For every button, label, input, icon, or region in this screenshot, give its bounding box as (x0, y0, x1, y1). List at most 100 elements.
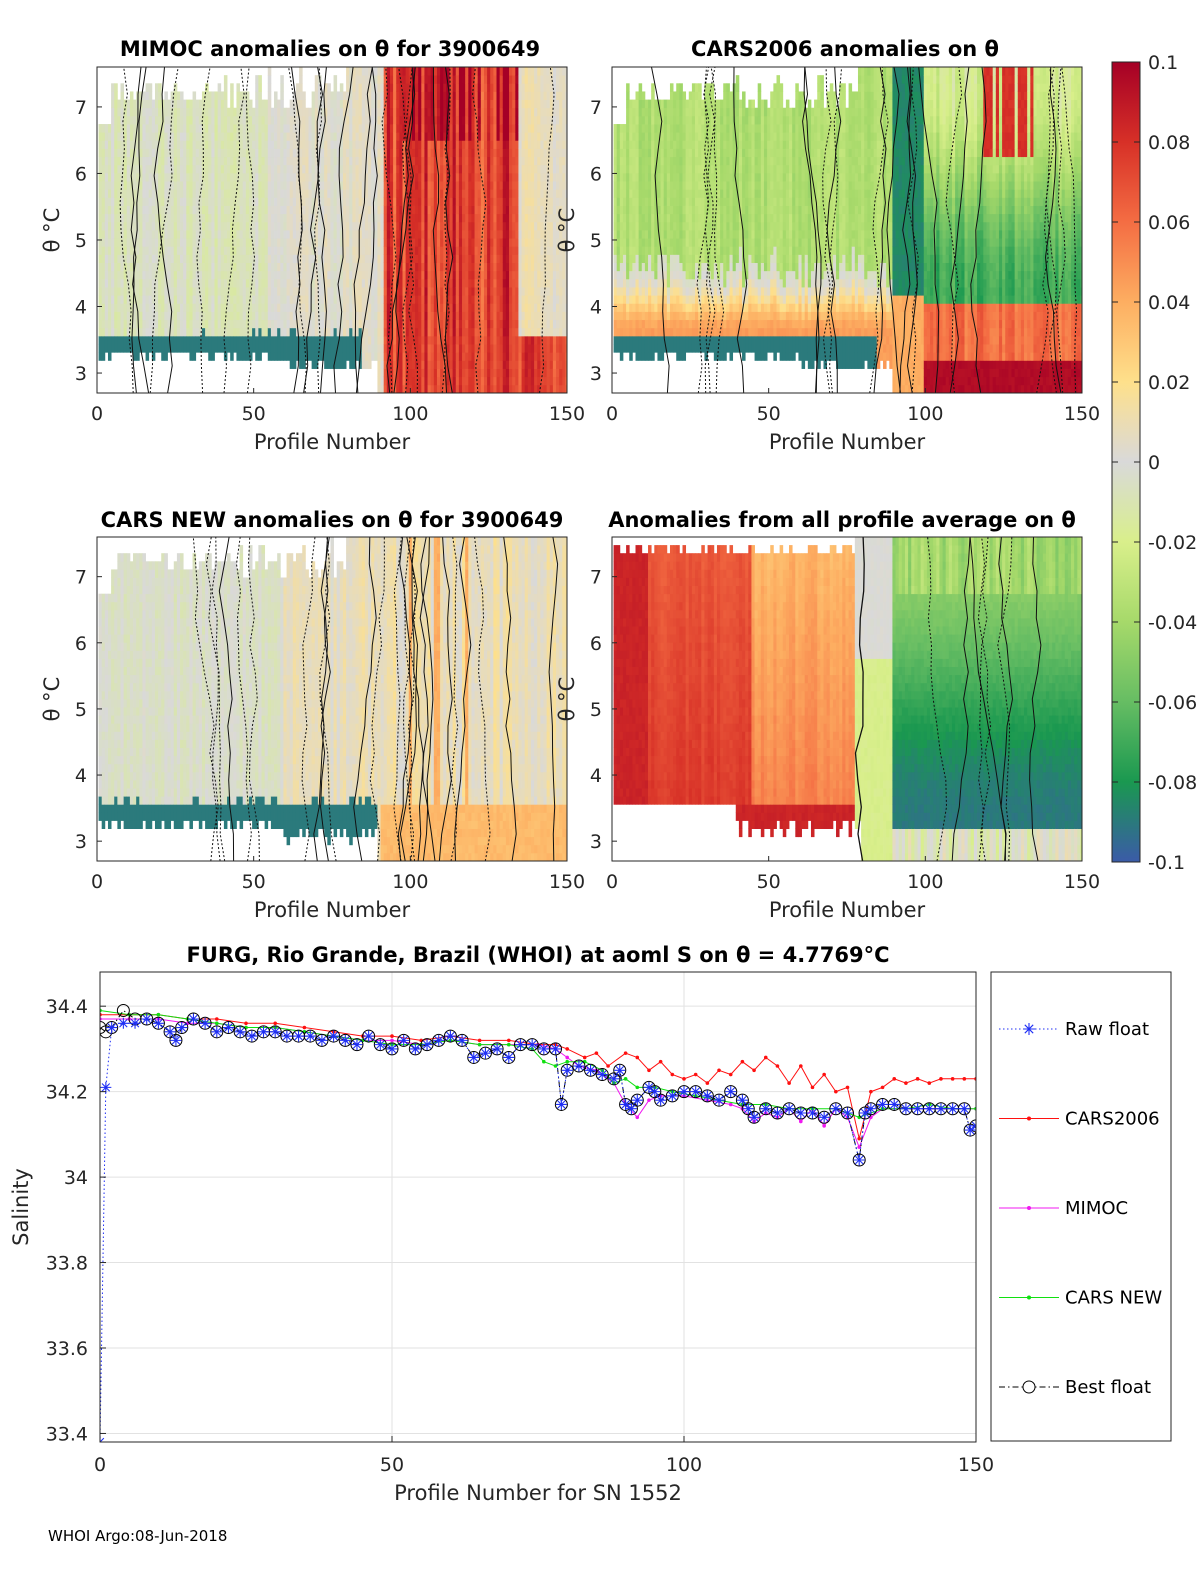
heatmap-cell (321, 319, 325, 329)
heatmap-cell (393, 238, 397, 247)
heatmap-cell (195, 335, 200, 345)
heatmap-cell (534, 384, 538, 393)
heatmap-cell (424, 327, 428, 337)
heatmap-cell (509, 67, 513, 76)
heatmap-cell (380, 238, 385, 247)
heatmap-cell (352, 246, 356, 255)
heatmap-cell (314, 319, 319, 329)
heatmap-cell (180, 115, 184, 125)
heatmap-cell (295, 156, 300, 166)
heatmap-cell (515, 75, 519, 84)
heatmap-cell (377, 67, 381, 76)
heatmap-cell (236, 311, 240, 321)
heatmap-cell (258, 270, 262, 280)
heatmap-cell (230, 344, 234, 353)
heatmap-cell (377, 91, 381, 100)
heatmap-cell (518, 172, 522, 182)
heatmap-cell (415, 376, 419, 386)
heatmap-cell (474, 91, 479, 100)
heatmap-cell (505, 221, 510, 231)
heatmap-cell (349, 132, 353, 141)
heatmap-cell (139, 221, 143, 231)
heatmap-cell (161, 230, 165, 239)
heatmap-cell (358, 319, 363, 329)
heatmap-cell (189, 124, 193, 133)
heatmap-cell (458, 254, 463, 263)
heatmap-cell (264, 287, 269, 296)
heatmap-cell (151, 197, 156, 206)
heatmap-cell (374, 148, 378, 158)
heatmap-cell (123, 124, 128, 133)
heatmap-cell (480, 91, 485, 100)
heatmap-cell (321, 303, 325, 312)
heatmap-cell (267, 230, 272, 239)
heatmap-cell (104, 262, 109, 272)
heatmap-cell (201, 270, 206, 280)
heatmap-cell (386, 221, 391, 231)
heatmap-cell (314, 246, 319, 255)
heatmap-cell (321, 352, 325, 361)
heatmap-cell (527, 156, 532, 166)
heatmap-cell (424, 205, 428, 215)
heatmap-cell (490, 384, 494, 393)
heatmap-cell (509, 107, 513, 117)
heatmap-cell (98, 205, 103, 215)
heatmap-cell (220, 238, 225, 247)
heatmap-cell (509, 287, 513, 296)
heatmap-cell (537, 327, 541, 337)
heatmap-cell (411, 148, 416, 158)
heatmap-cell (515, 262, 519, 272)
heatmap-cell (430, 376, 435, 386)
heatmap-cell (133, 164, 137, 174)
heatmap-cell (399, 213, 403, 223)
heatmap-cell (180, 148, 184, 158)
heatmap-cell (496, 156, 501, 166)
heatmap-cell (527, 360, 532, 369)
heatmap-cell (405, 221, 410, 231)
heatmap-cell (145, 140, 150, 149)
heatmap-cell (311, 254, 316, 263)
heatmap-cell (183, 156, 187, 166)
heatmap-cell (383, 221, 388, 231)
heatmap-cell (292, 238, 297, 247)
heatmap-cell (477, 360, 482, 369)
heatmap-cell (427, 140, 432, 149)
heatmap-cell (205, 156, 209, 166)
heatmap-cell (295, 197, 300, 206)
heatmap-cell (349, 164, 353, 174)
heatmap-cell (496, 91, 501, 100)
heatmap-cell (233, 221, 237, 231)
heatmap-cell (161, 295, 165, 304)
heatmap-cell (405, 384, 410, 393)
heatmap-cell (446, 221, 450, 231)
heatmap-cell (496, 189, 501, 198)
heatmap-cell (530, 205, 535, 215)
heatmap-cell (324, 254, 328, 263)
heatmap-cell (490, 303, 494, 312)
heatmap-cell (361, 140, 366, 149)
heatmap-cell (261, 124, 266, 133)
heatmap-cell (449, 238, 454, 247)
heatmap-cell (286, 246, 291, 255)
heatmap-cell (299, 270, 303, 280)
heatmap-cell (468, 376, 472, 386)
heatmap-cell (277, 270, 281, 280)
heatmap-cell (380, 91, 385, 100)
heatmap-cell (302, 246, 306, 255)
heatmap-cell (393, 327, 397, 337)
heatmap-cell (512, 238, 516, 247)
heatmap-cell (386, 164, 391, 174)
heatmap-cell (176, 156, 181, 166)
heatmap-cell (452, 213, 457, 223)
heatmap-cell (502, 352, 507, 361)
heatmap-cell (289, 262, 294, 272)
heatmap-cell (217, 197, 222, 206)
heatmap-cell (142, 254, 146, 263)
heatmap-cell (355, 335, 360, 345)
heatmap-cell (471, 132, 475, 141)
heatmap-cell (499, 254, 504, 263)
heatmap-cell (139, 148, 143, 158)
heatmap-cell (333, 335, 338, 345)
heatmap-cell (214, 270, 219, 280)
heatmap-cell (415, 303, 419, 312)
